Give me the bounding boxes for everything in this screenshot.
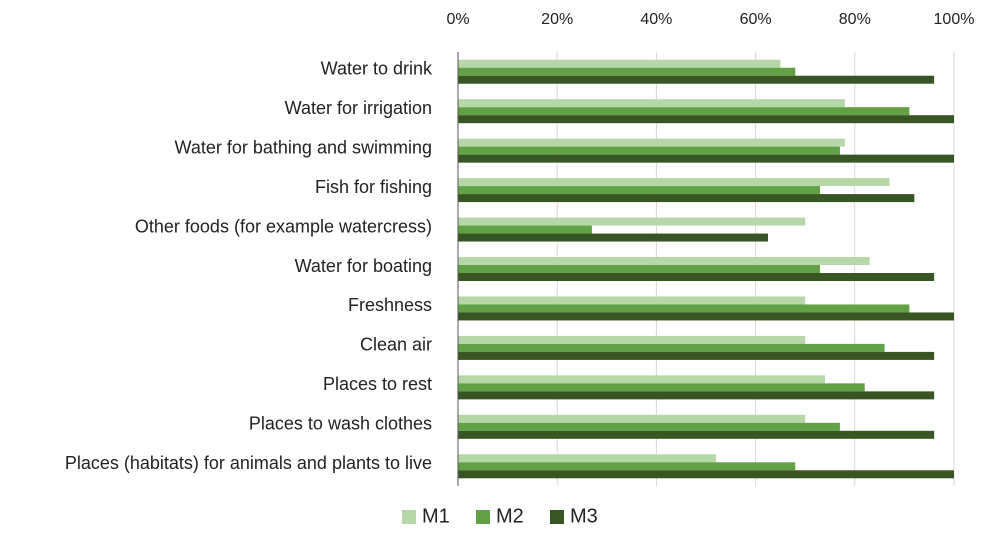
y-tick-label: Water for bathing and swimming	[175, 137, 432, 157]
bar	[458, 383, 865, 392]
y-tick-label: Water for irrigation	[285, 98, 432, 118]
bar	[458, 138, 845, 147]
y-tick-label: Freshness	[348, 295, 432, 315]
bar	[458, 375, 826, 384]
bar	[458, 470, 954, 479]
bar	[458, 154, 954, 163]
bar	[458, 178, 890, 187]
y-tick-label: Places to wash clothes	[249, 414, 432, 434]
bar	[458, 67, 796, 76]
x-tick-label: 20%	[541, 11, 573, 28]
legend-label: M3	[570, 505, 598, 527]
bar	[458, 75, 935, 84]
legend-swatch	[476, 510, 490, 524]
x-tick-label: 80%	[839, 11, 871, 28]
bar	[458, 115, 954, 124]
bar	[458, 233, 768, 242]
y-tick-label: Other foods (for example watercress)	[135, 216, 432, 236]
bar	[458, 335, 806, 344]
bar	[458, 296, 806, 305]
bar	[458, 430, 935, 439]
bar	[458, 312, 954, 321]
bar	[458, 343, 885, 352]
bar	[458, 422, 840, 431]
legend-swatch	[550, 510, 564, 524]
x-tick-label: 100%	[934, 11, 975, 28]
y-tick-label: Water to drink	[321, 58, 433, 78]
legend-swatch	[402, 510, 416, 524]
bar	[458, 59, 781, 68]
y-tick-label: Water for boating	[295, 256, 432, 276]
bar	[458, 265, 821, 273]
x-tick-label: 40%	[640, 11, 672, 28]
x-tick-label: 60%	[740, 11, 772, 28]
bar	[458, 186, 821, 195]
bar	[458, 194, 915, 203]
x-tick-label: 0%	[446, 11, 469, 28]
bar	[458, 107, 910, 116]
bar	[458, 146, 840, 155]
bar	[458, 351, 935, 360]
bar	[458, 273, 935, 281]
bar	[458, 257, 870, 265]
bar	[458, 414, 806, 423]
bar	[458, 304, 910, 313]
y-tick-label: Places (habitats) for animals and plants…	[65, 453, 432, 473]
bar	[458, 462, 796, 471]
bar	[458, 454, 716, 463]
legend-label: M2	[496, 505, 524, 527]
bar	[458, 225, 592, 234]
y-tick-label: Fish for fishing	[315, 177, 432, 197]
bar	[458, 391, 935, 400]
y-tick-label: Clean air	[360, 335, 432, 355]
y-tick-label: Places to rest	[323, 374, 432, 394]
bar	[458, 217, 806, 226]
legend-label: M1	[422, 505, 450, 527]
bar	[458, 99, 845, 108]
